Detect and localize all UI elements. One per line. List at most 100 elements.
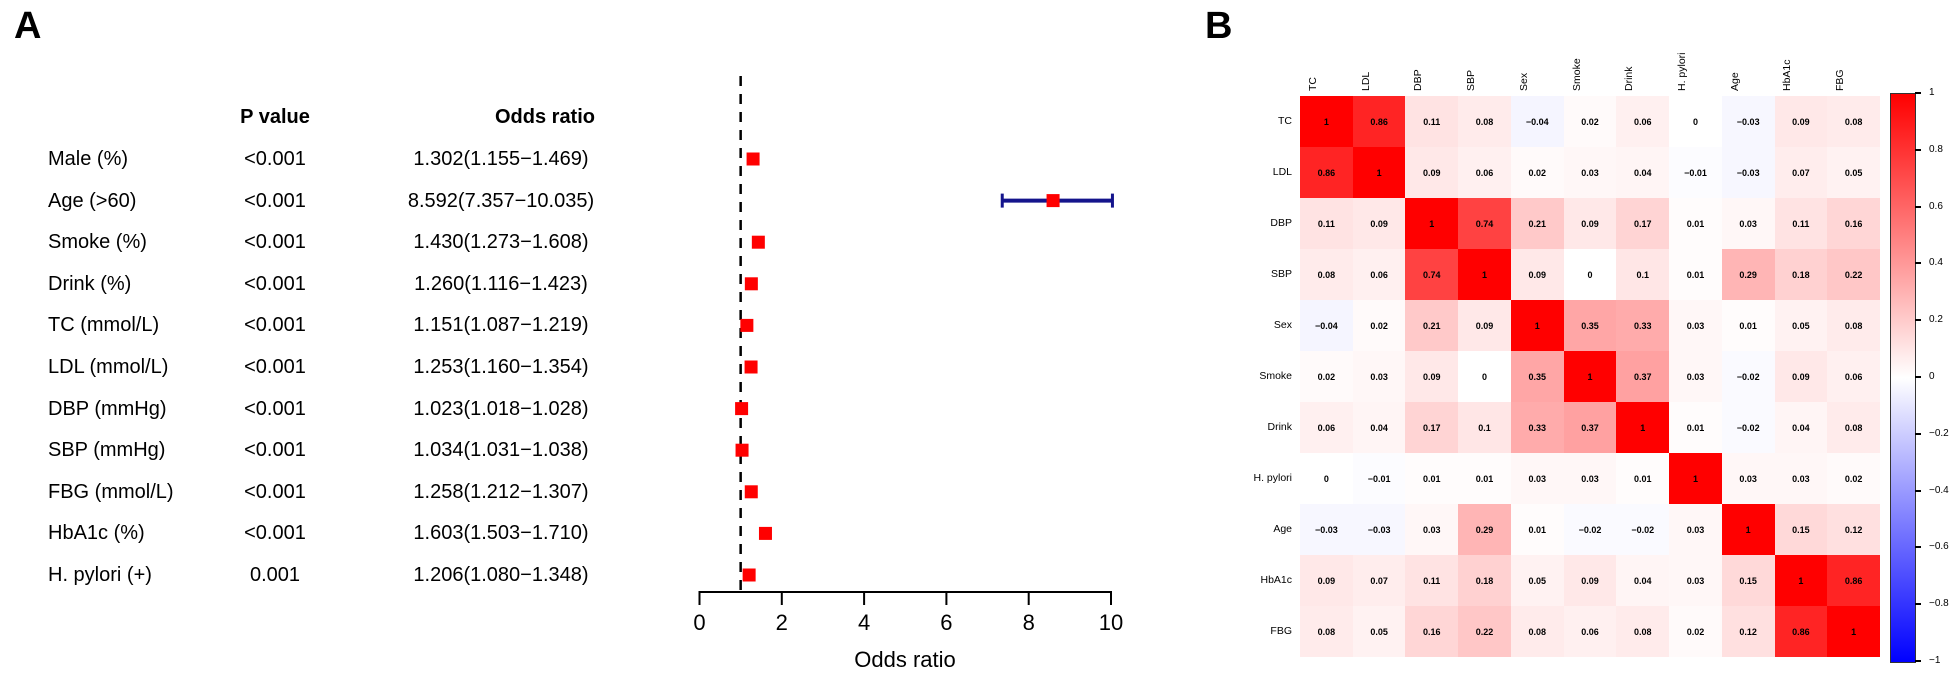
heatmap-cell: 0.37 [1616,351,1670,402]
heatmap-cell: 0.16 [1827,198,1881,249]
heatmap-cell: 0.11 [1300,198,1353,249]
heatmap-cell: 0.09 [1458,300,1511,351]
forest-row-label: TC (mmol/L) [48,314,160,337]
forest-row-label: HbA1c (%) [48,522,145,545]
forest-row-pvalue: <0.001 [244,480,306,503]
heatmap-cell: −0.02 [1616,504,1670,555]
or-marker [735,443,749,457]
heatmap-row-label: TC [1278,115,1292,127]
heatmap-cell: 0.06 [1616,96,1670,147]
or-marker [758,526,772,540]
heatmap-cell: 0.03 [1405,504,1459,555]
heatmap-cell: 0.86 [1774,606,1828,657]
heatmap-cell: 1 [1669,453,1722,504]
heatmap-cell: −0.01 [1352,453,1406,504]
heatmap-cell: 0.02 [1300,351,1353,402]
colorbar-tick [1915,660,1921,662]
heatmap-cell: 1 [1300,96,1353,147]
heatmap-cell: 0.01 [1669,198,1722,249]
heatmap-cell: 0.06 [1352,249,1406,300]
x-axis-tick-label: 10 [1098,610,1124,635]
heatmap-cell: 0.09 [1352,198,1406,249]
heatmap-cell: 0.06 [1827,351,1881,402]
heatmap-cell: 1 [1616,402,1670,453]
colorbar-tick-label: 0.4 [1929,257,1943,269]
heatmap-cell: 0.08 [1827,96,1881,147]
heatmap-row-label: HbA1c [1260,574,1292,586]
heatmap-column-label: FBG [1834,69,1847,91]
heatmap-cell: 1 [1721,504,1775,555]
heatmap-cell: 0.04 [1352,402,1406,453]
colorbar-tick [1915,376,1921,378]
heatmap-cell: 0.02 [1563,96,1617,147]
heatmap-cell: 0.11 [1405,555,1459,606]
colorbar-tick [1915,262,1921,265]
heatmap-cell: −0.03 [1300,504,1353,555]
colorbar-tick-label: −1 [1929,655,1941,666]
forest-row-or-ci: 1.258(1.212−1.307) [413,480,589,503]
heatmap-column-label: Drink [1623,66,1636,91]
heatmap-cell: 0.15 [1774,504,1828,555]
heatmap-cell: 0.01 [1405,453,1459,504]
forest-row-or-ci: 8.592(7.357−10.035) [407,189,595,212]
heatmap-cell: 0.08 [1827,402,1881,453]
heatmap-cell: 0 [1669,96,1722,147]
heatmap-cell: 0.06 [1300,402,1353,453]
heatmap-cell: 0.03 [1352,351,1406,402]
forest-row-label: DBP (mmHg) [48,397,167,420]
heatmap-cell: 1 [1563,351,1617,402]
heatmap-cell: 0.17 [1616,198,1670,249]
forest-row-or-ci: 1.603(1.503−1.710) [413,522,589,545]
heatmap-cell: −0.02 [1721,402,1775,453]
heatmap-cell: 0.86 [1827,555,1881,606]
forest-row-or-ci: 1.023(1.018−1.028) [413,397,589,420]
heatmap-cell: 0.05 [1774,300,1828,351]
forest-row-pvalue: 0.001 [249,564,301,586]
heatmap-cell: 0.18 [1458,555,1511,606]
heatmap-column-label: DBP [1412,69,1425,91]
forest-row-label: Smoke (%) [48,231,147,254]
heatmap-cell: 0.09 [1774,351,1828,402]
forest-row-pvalue: <0.001 [244,314,306,337]
heatmap-cell: 0.02 [1352,300,1406,351]
heatmap-cell: 0.05 [1352,606,1406,657]
heatmap-cell: 0.01 [1510,504,1564,555]
colorbar-tick-label: 0 [1929,371,1935,382]
forest-row-pvalue: <0.001 [244,356,306,378]
heatmap-cell: 1 [1827,606,1881,657]
forest-row-or-ci: 1.151(1.087−1.219) [413,314,589,337]
heatmap-cell: 0.04 [1616,555,1670,606]
heatmap-cell: −0.04 [1510,96,1564,147]
or-marker [744,485,758,499]
colorbar-tick-label: −0.6 [1929,541,1949,553]
heatmap-cell: 0.03 [1774,453,1828,504]
colorbar-tick [1915,319,1921,322]
or-marker [735,402,749,416]
heatmap-cell: 0.16 [1405,606,1459,657]
colorbar-tick-label: 0.8 [1929,143,1943,155]
heatmap-cell: 0.07 [1352,555,1406,606]
colorbar-tick-label: −0.2 [1929,427,1949,439]
forest-row-label: FBG (mmol/L) [48,480,174,503]
heatmap-cell: 0.01 [1458,453,1511,504]
colorbar-tick [1915,92,1921,94]
heatmap-cell: 0.06 [1563,606,1617,657]
heatmap-cell: 0.08 [1616,606,1670,657]
forest-row-pvalue: <0.001 [244,148,306,170]
forest-row-label: SBP (mmHg) [48,439,166,462]
colorbar-tick-label: 0.6 [1929,200,1943,212]
heatmap-cell: 0.33 [1616,300,1670,351]
heatmap-cell: 0.06 [1458,147,1511,198]
forest-row-pvalue: <0.001 [244,231,306,254]
heatmap-cell: 0.09 [1774,96,1828,147]
heatmap-row-label: LDL [1272,166,1292,178]
heatmap-cell: 0.03 [1563,453,1617,504]
heatmap-cell: 0.01 [1721,300,1775,351]
heatmap-column-label: TC [1306,77,1319,91]
heatmap-cell: 0.03 [1721,198,1775,249]
heatmap-cell: −0.03 [1721,96,1775,147]
forest-row-label: Male (%) [48,148,129,170]
heatmap-cell: −0.03 [1721,147,1775,198]
heatmap-cell: 0.03 [1669,351,1722,402]
